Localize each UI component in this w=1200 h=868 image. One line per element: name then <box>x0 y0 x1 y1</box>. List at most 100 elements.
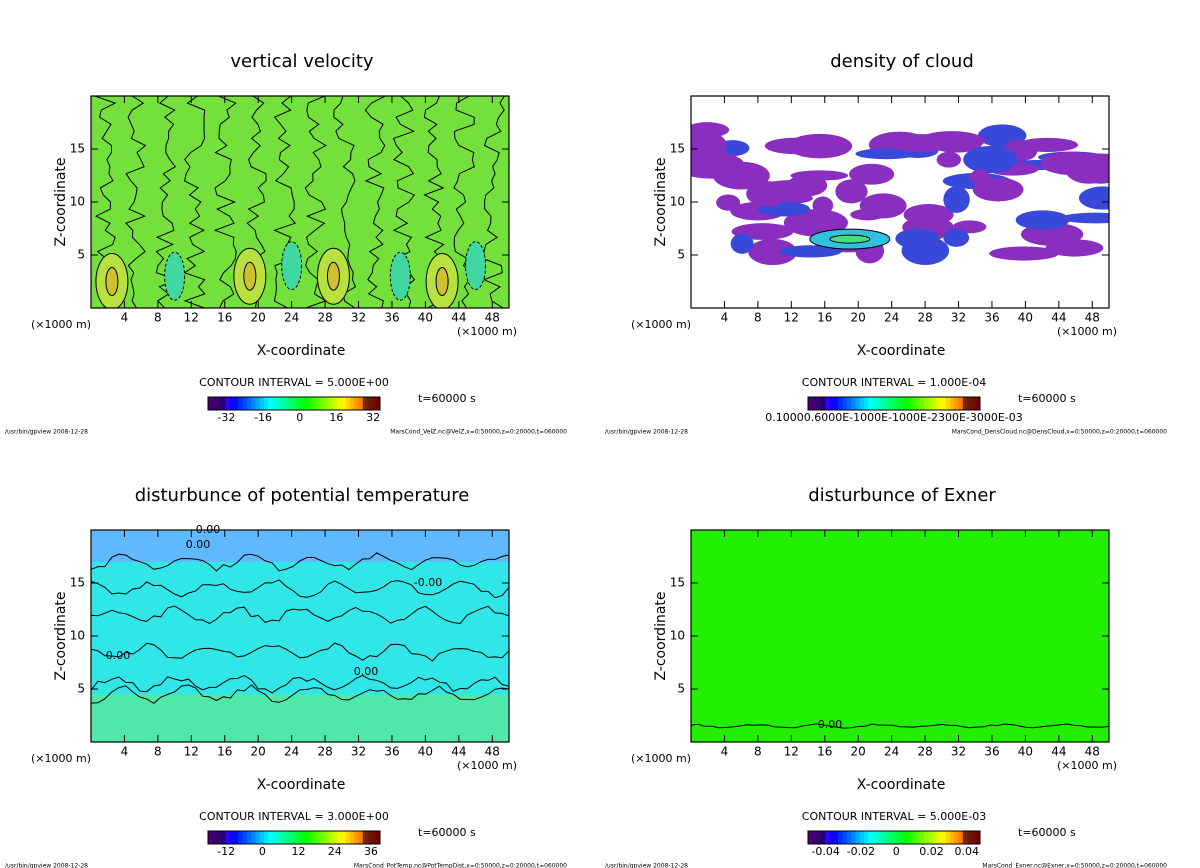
colorbar-cell <box>894 831 899 844</box>
x-tick-label: 20 <box>851 745 866 759</box>
colorbar-cell <box>328 397 333 410</box>
x-tick-label: 28 <box>317 745 332 759</box>
colorbar-cell <box>345 397 351 410</box>
contour-line <box>91 684 509 704</box>
colorbar-cell <box>911 831 916 844</box>
y-tick-label: 15 <box>70 576 85 590</box>
contour-line <box>91 579 509 599</box>
colorbar-cell <box>276 831 282 844</box>
x-tick-label: 20 <box>251 745 266 759</box>
colorbar-cell <box>285 831 290 844</box>
y-tick-label: 5 <box>77 248 85 262</box>
x-tick-label: 16 <box>217 311 232 325</box>
colorbar-cell <box>220 397 226 410</box>
y-axis-label: Z-coordinate <box>53 157 69 246</box>
y-tick-label: 10 <box>670 195 685 209</box>
x-tick-label: 20 <box>251 311 266 325</box>
x-tick-label: 8 <box>154 745 162 759</box>
colorbar-cell <box>349 831 355 844</box>
colorbar-cell <box>885 397 890 410</box>
x-tick-label: 36 <box>384 745 399 759</box>
x-tick-label: 12 <box>784 311 799 325</box>
colorbar-cell <box>311 831 316 844</box>
colorbar-cell <box>246 397 252 410</box>
x-tick-label: 32 <box>951 745 966 759</box>
cloud <box>1065 156 1109 184</box>
colorbar-cell <box>358 397 364 410</box>
contour-line <box>304 96 327 308</box>
x-tick-label: 28 <box>317 311 332 325</box>
downdraft <box>389 251 411 301</box>
y-tick-label: 5 <box>677 682 685 696</box>
y-axis-label: Z-coordinate <box>653 157 669 246</box>
colorbar-cell <box>838 397 843 410</box>
contour-line <box>364 96 386 308</box>
colorbar-cell <box>876 397 882 410</box>
time-label: t=60000 s <box>418 826 476 839</box>
colorbar-cell <box>337 397 342 410</box>
cloud <box>691 122 730 138</box>
x-tick-label: 28 <box>917 745 932 759</box>
colorbar-cell <box>341 831 346 844</box>
colorbar-cell <box>255 831 260 844</box>
contour-line <box>91 552 509 572</box>
colorbar-cell <box>868 831 873 844</box>
colorbar-cell <box>285 397 290 410</box>
colorbar-tick-label: 24 <box>328 845 342 858</box>
panel-title: disturbunce of potential temperature <box>135 485 470 506</box>
y-tick-label: 15 <box>670 142 685 156</box>
colorbar-cell <box>289 397 295 410</box>
x-axis-label: X-coordinate <box>257 777 346 793</box>
x-unit-right: (×1000 m) <box>457 325 517 338</box>
colorbar-cell <box>906 831 912 844</box>
cloud <box>835 179 868 204</box>
field-detail <box>691 122 1109 266</box>
time-label: t=60000 s <box>1018 392 1076 405</box>
cloud <box>970 169 991 186</box>
x-tick-label: 40 <box>418 745 433 759</box>
cloud <box>1045 239 1104 257</box>
x-unit-right: (×1000 m) <box>1057 759 1117 772</box>
colorbar-cell <box>924 397 929 410</box>
field-detail <box>691 723 1109 729</box>
colorbar-cell <box>932 397 938 410</box>
colorbar-cell <box>229 397 235 410</box>
cloud <box>1078 186 1109 210</box>
x-tick-label: 4 <box>121 745 129 759</box>
x-tick-label: 12 <box>784 745 799 759</box>
colorbar-cell <box>371 831 376 844</box>
colorbar-cell <box>816 831 822 844</box>
x-unit-left: (×1000 m) <box>631 752 691 765</box>
y-tick-label: 10 <box>70 195 85 209</box>
footer-left: /usr/bin/gpview 2008-12-28 <box>605 429 688 436</box>
time-label: t=60000 s <box>418 392 476 405</box>
colorbar-cell <box>859 397 865 410</box>
colorbar-tick-label: -0.04 <box>811 845 839 858</box>
colorbar-tick-label: 12 <box>292 845 306 858</box>
upper-band <box>91 530 509 562</box>
colorbar-cell <box>233 397 239 410</box>
colorbar-cell <box>302 397 308 410</box>
footer-right: MarsCond_VelZ.nc@VelZ,x=0:50000,z=0:2000… <box>390 429 567 436</box>
colorbar-cell <box>855 831 860 844</box>
colorbar-cell <box>851 831 856 844</box>
colorbar-cell <box>276 397 282 410</box>
lower-band <box>91 694 509 742</box>
footer-left: /usr/bin/gpview 2008-12-28 <box>605 863 688 868</box>
colorbar-tick-label: 0 <box>296 411 303 424</box>
contour-interval: CONTOUR INTERVAL = 5.000E+00 <box>199 376 389 389</box>
colorbar-cell <box>915 831 921 844</box>
colorbar-cell <box>242 397 247 410</box>
x-tick-label: 48 <box>485 745 500 759</box>
contour-line <box>91 674 509 694</box>
colorbar-cell <box>829 831 835 844</box>
y-tick-label: 5 <box>77 682 85 696</box>
colorbar-cell <box>868 397 873 410</box>
cloud <box>748 238 798 266</box>
colorbar-cell <box>332 397 338 410</box>
downdraft <box>465 241 487 291</box>
colorbar-cell <box>863 831 869 844</box>
